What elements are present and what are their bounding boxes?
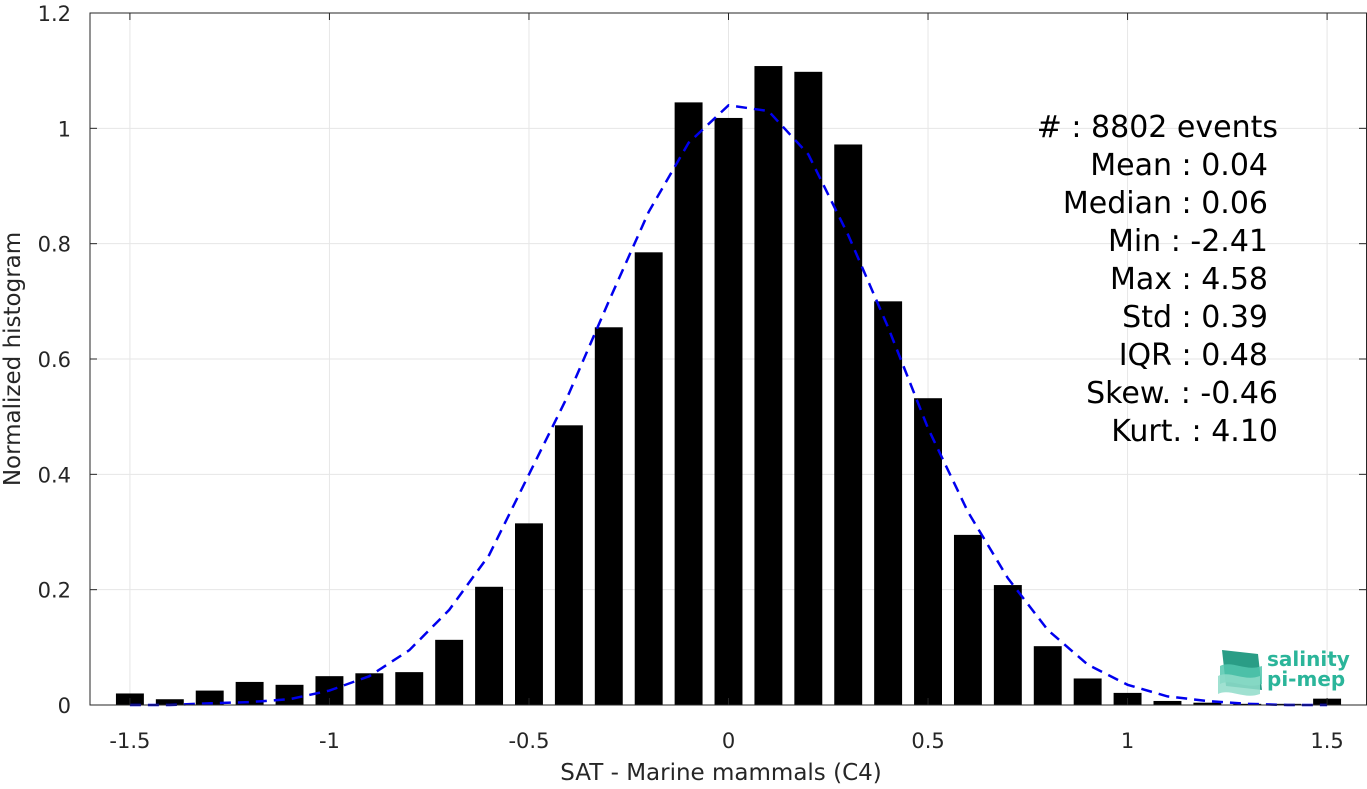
histogram-bar (1193, 702, 1222, 705)
histogram-bars (115, 66, 1342, 706)
x-tick-label: 1.5 (1310, 729, 1343, 753)
y-axis-label: Normalized histogram (0, 232, 26, 486)
stats-kurt: Kurt. : 4.10 (1111, 414, 1278, 449)
x-tick-label: -1 (319, 729, 340, 753)
histogram-bar (714, 117, 743, 706)
wave-logo-icon (1218, 650, 1262, 696)
x-tick-label: -0.5 (508, 729, 549, 753)
histogram-bar (475, 586, 504, 705)
stats-skew: Skew. : -0.46 (1086, 376, 1278, 411)
histogram-bar (754, 66, 783, 705)
stats-median: Median : 0.06 (1063, 186, 1268, 221)
y-tick-label: 0.8 (38, 233, 71, 257)
stats-std: Std : 0.39 (1122, 300, 1268, 335)
salinity-pimep-logo: salinity pi-mep (1218, 647, 1350, 696)
histogram-bar (634, 252, 663, 706)
stats-min: Min : -2.41 (1108, 224, 1268, 259)
histogram-bar (794, 71, 823, 705)
histogram-bar (355, 673, 384, 705)
x-tick-label: -1.5 (109, 729, 150, 753)
histogram-bar (834, 144, 863, 706)
stats-mean: Mean : 0.04 (1090, 148, 1268, 183)
stats-max: Max : 4.58 (1110, 262, 1268, 297)
histogram-bar (275, 684, 304, 705)
stats-events: # : 8802 events (1037, 110, 1278, 145)
y-tick-label: 1.2 (38, 2, 71, 26)
histogram-bar (1153, 700, 1182, 705)
histogram-bar (914, 398, 942, 705)
logo-text-pimep: pi-mep (1267, 667, 1345, 691)
fit-curve-line (129, 103, 1328, 707)
histogram-bar (155, 699, 184, 705)
histogram-bar (594, 327, 623, 705)
x-tick-label: 0.5 (911, 729, 944, 753)
y-tick-label: 0.2 (38, 579, 71, 603)
histogram-bar (395, 672, 424, 705)
histogram-bar (674, 102, 703, 706)
histogram-bar (435, 639, 464, 705)
y-tick-label: 0.6 (38, 348, 71, 372)
histogram-bar (235, 681, 264, 705)
histogram-bar (554, 425, 583, 705)
histogram-bar (993, 585, 1022, 705)
fit-curve (129, 103, 1328, 707)
logo-text-salinity: salinity (1267, 647, 1350, 671)
x-tick-labels: -1.5 -1 -0.5 0 0.5 1 1.5 (109, 729, 1343, 753)
histogram-bar (1073, 678, 1102, 705)
x-axis-label: SAT - Marine mammals (C4) (560, 760, 882, 785)
stats-iqr: IQR : 0.48 (1119, 338, 1268, 373)
stats-box: # : 8802 events Mean : 0.04 Median : 0.0… (1037, 110, 1278, 449)
histogram-bar (953, 534, 982, 705)
histogram-bar (515, 523, 543, 705)
y-tick-label: 0 (58, 694, 71, 718)
x-tick-label: 0 (722, 729, 735, 753)
x-tick-label: 1 (1121, 729, 1134, 753)
y-tick-label: 0.4 (38, 463, 71, 487)
histogram-bar (195, 690, 224, 705)
y-tick-labels: 0 0.2 0.4 0.6 0.8 1 1.2 (38, 2, 71, 718)
y-tick-label: 1 (58, 117, 71, 141)
histogram-bar (1033, 646, 1062, 705)
histogram-bar (874, 301, 903, 705)
histogram-bar (1233, 703, 1262, 705)
